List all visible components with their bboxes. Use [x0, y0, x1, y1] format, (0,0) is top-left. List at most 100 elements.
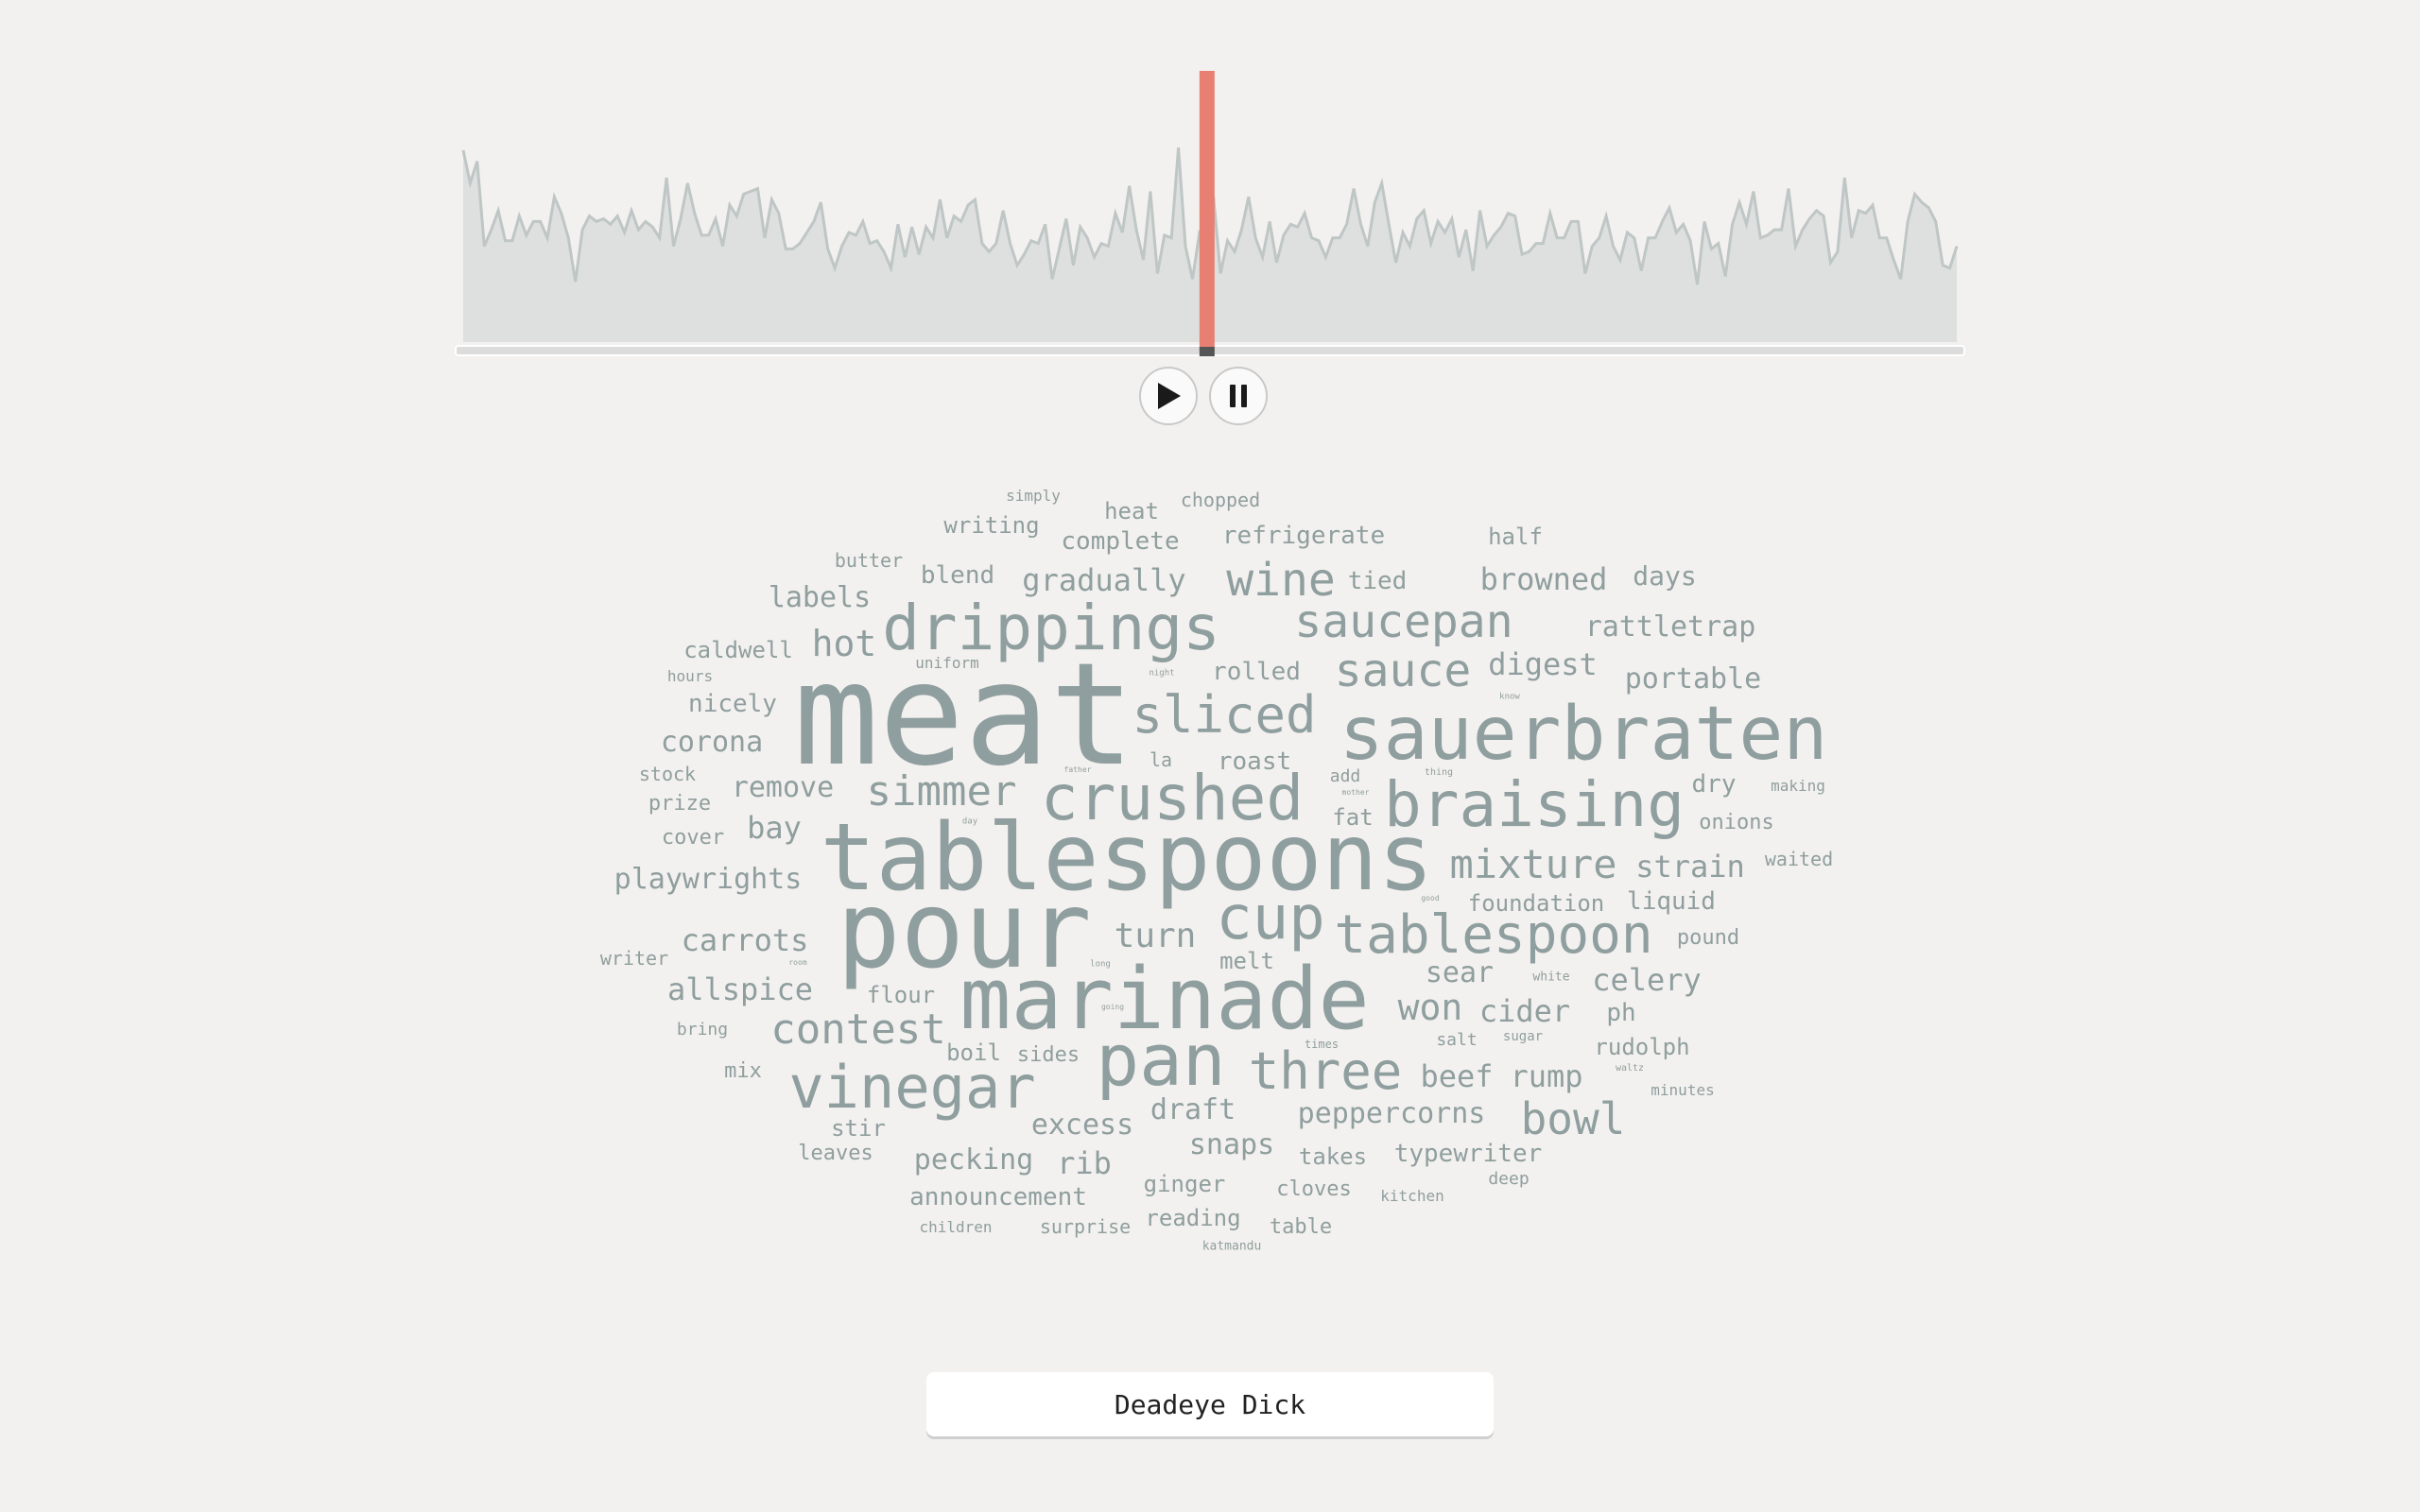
cloud-word[interactable]: blend — [920, 561, 995, 590]
cloud-word[interactable]: takes — [1298, 1143, 1368, 1170]
cloud-word[interactable]: mix — [724, 1059, 762, 1083]
cloud-word[interactable]: half — [1488, 524, 1543, 550]
cloud-word[interactable]: roast — [1217, 747, 1292, 776]
cloud-word[interactable]: chopped — [1180, 489, 1261, 511]
cloud-word[interactable]: reading — [1145, 1205, 1241, 1231]
cloud-word[interactable]: nicely — [688, 690, 777, 718]
cloud-word[interactable]: allspice — [666, 971, 814, 1007]
cloud-word[interactable]: onions — [1699, 811, 1774, 834]
cloud-word[interactable]: browned — [1479, 561, 1608, 597]
cloud-word[interactable]: complete — [1061, 527, 1180, 556]
cloud-word[interactable]: deep — [1488, 1169, 1530, 1189]
cloud-word[interactable]: making — [1771, 777, 1825, 795]
cloud-word[interactable]: pan — [1096, 1018, 1226, 1102]
cloud-word[interactable]: night — [1149, 668, 1175, 679]
cloud-word[interactable]: contest — [770, 1005, 946, 1054]
cloud-word[interactable]: refrigerate — [1221, 522, 1386, 550]
cloud-word[interactable]: thing — [1424, 767, 1454, 778]
cloud-word[interactable]: hot — [811, 623, 877, 664]
cloud-word[interactable]: won — [1397, 987, 1463, 1028]
cloud-word[interactable]: katmandu — [1201, 1239, 1262, 1254]
cloud-word[interactable]: sugar — [1502, 1029, 1544, 1044]
cloud-word[interactable]: meat — [793, 633, 1135, 798]
cloud-word[interactable]: caldwell — [683, 637, 793, 663]
cloud-word[interactable]: foundation — [1467, 890, 1605, 917]
cloud-word[interactable]: tablespoon — [1334, 904, 1653, 966]
cloud-word[interactable]: liquid — [1627, 887, 1716, 916]
cloud-word[interactable]: butter — [834, 549, 904, 572]
timeline-chart[interactable] — [454, 66, 1966, 359]
cloud-word[interactable]: remove — [731, 771, 835, 804]
cloud-word[interactable]: bowl — [1520, 1093, 1626, 1144]
cloud-word[interactable]: fat — [1332, 804, 1374, 831]
cloud-word[interactable]: pour — [837, 869, 1092, 992]
cloud-word[interactable]: crushed — [1040, 762, 1305, 834]
cloud-word[interactable]: going — [1100, 1003, 1125, 1011]
cloud-word[interactable]: mother — [1341, 788, 1370, 797]
cloud-word[interactable]: playwrights — [614, 863, 803, 896]
cloud-word[interactable]: prize — [648, 792, 712, 816]
cloud-word[interactable]: corona — [660, 726, 764, 759]
cloud-word[interactable]: surprise — [1039, 1215, 1132, 1238]
cloud-word[interactable]: salt — [1436, 1030, 1478, 1050]
cloud-word[interactable]: waited — [1764, 848, 1834, 870]
cloud-word[interactable]: stock — [638, 763, 697, 785]
cloud-word[interactable]: beef — [1420, 1058, 1494, 1094]
cloud-word[interactable]: portable — [1624, 662, 1762, 696]
cloud-word[interactable]: gradually — [1022, 562, 1186, 598]
cloud-word[interactable]: cup — [1216, 884, 1325, 954]
pause-button[interactable] — [1209, 367, 1268, 425]
cloud-word[interactable]: room — [788, 958, 807, 967]
cloud-word[interactable]: excess — [1030, 1108, 1134, 1142]
cloud-word[interactable]: stir — [831, 1115, 886, 1142]
cloud-word[interactable]: pecking — [913, 1143, 1034, 1177]
cloud-word[interactable]: sear — [1425, 956, 1495, 989]
cloud-word[interactable]: digest — [1488, 646, 1598, 682]
cloud-word[interactable]: hours — [666, 667, 714, 685]
cloud-word[interactable]: sides — [1016, 1043, 1080, 1067]
cloud-word[interactable]: times — [1304, 1038, 1340, 1051]
cloud-word[interactable]: draft — [1150, 1093, 1236, 1126]
cloud-word[interactable]: add — [1329, 766, 1361, 786]
cloud-word[interactable]: tablespoons — [820, 804, 1434, 912]
cloud-word[interactable]: rump — [1510, 1058, 1583, 1094]
cloud-word[interactable]: flour — [866, 982, 936, 1008]
cloud-word[interactable]: white — [1532, 970, 1570, 985]
cloud-word[interactable]: simmer — [866, 767, 1017, 816]
cloud-word[interactable]: uniform — [915, 654, 979, 672]
cloud-word[interactable]: bay — [747, 810, 802, 846]
cloud-word[interactable]: peppercorns — [1297, 1097, 1486, 1130]
cloud-word[interactable]: kitchen — [1380, 1187, 1444, 1205]
cloud-word[interactable]: long — [1090, 959, 1111, 970]
cloud-word[interactable]: la — [1149, 748, 1173, 771]
cloud-word[interactable]: rolled — [1212, 658, 1301, 686]
cloud-word[interactable]: mixture — [1449, 841, 1617, 887]
cloud-word[interactable]: leaves — [798, 1142, 873, 1165]
cloud-word[interactable]: rib — [1057, 1145, 1112, 1181]
cloud-word[interactable]: simply — [1006, 487, 1061, 505]
cloud-word[interactable]: minutes — [1651, 1081, 1715, 1099]
cloud-word[interactable]: children — [919, 1218, 993, 1236]
cloud-word[interactable]: good — [1421, 894, 1440, 902]
cloud-word[interactable]: vinegar — [788, 1053, 1036, 1122]
cloud-word[interactable]: sauerbraten — [1339, 692, 1828, 777]
cloud-word[interactable]: father — [1063, 765, 1092, 774]
cloud-word[interactable]: melt — [1219, 948, 1274, 974]
cloud-word[interactable]: pound — [1676, 926, 1740, 950]
cloud-word[interactable]: heat — [1104, 498, 1159, 524]
cloud-word[interactable]: drippings — [882, 592, 1220, 664]
cloud-word[interactable]: sauce — [1334, 644, 1472, 697]
cloud-word[interactable]: cider — [1478, 993, 1571, 1029]
cloud-word[interactable]: marinade — [959, 950, 1370, 1049]
cloud-word[interactable]: waltz — [1615, 1063, 1645, 1074]
playhead-handle[interactable] — [1199, 347, 1215, 356]
cloud-word[interactable]: tied — [1347, 567, 1408, 595]
cloud-word[interactable]: three — [1248, 1041, 1403, 1101]
cloud-word[interactable]: announcement — [909, 1183, 1087, 1211]
cloud-word[interactable]: rattletrap — [1584, 610, 1756, 644]
cloud-word[interactable]: boil — [946, 1040, 1001, 1066]
cloud-word[interactable]: carrots — [681, 922, 809, 958]
cloud-word[interactable]: wine — [1226, 554, 1336, 607]
cloud-word[interactable]: days — [1633, 560, 1697, 592]
cloud-word[interactable]: saucepan — [1294, 595, 1513, 648]
